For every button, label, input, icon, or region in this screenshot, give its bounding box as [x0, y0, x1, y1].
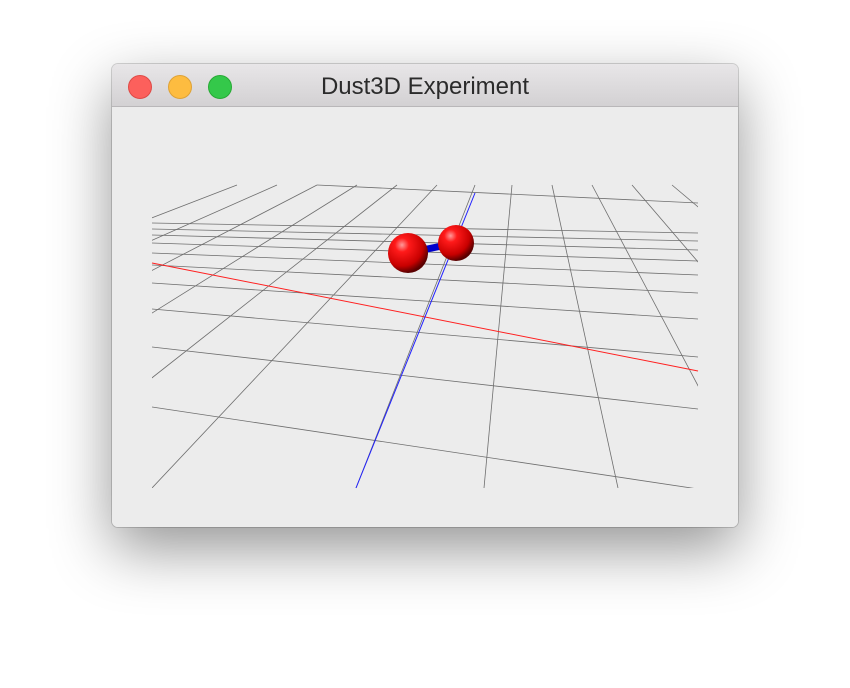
- node-sphere[interactable]: [438, 225, 474, 261]
- grid-line: [152, 184, 398, 379]
- grid-line: [483, 184, 513, 488]
- grid-line: [152, 184, 318, 271]
- grid-line: [591, 184, 698, 387]
- minimize-button[interactable]: [168, 75, 192, 99]
- grid-line: [671, 184, 698, 208]
- grid-line: [152, 252, 698, 276]
- grid-line: [152, 346, 698, 410]
- grid-line: [316, 184, 698, 204]
- 3d-viewport[interactable]: [112, 107, 738, 527]
- ground-grid: [152, 184, 738, 527]
- app-window: Dust3D Experiment: [112, 64, 738, 527]
- grid-line: [152, 264, 698, 294]
- title-bar[interactable]: Dust3D Experiment: [112, 64, 738, 107]
- grid-line: [152, 497, 698, 527]
- grid-line: [152, 282, 698, 320]
- grid-line: [152, 228, 698, 242]
- grid-line: [631, 184, 698, 263]
- zoom-button[interactable]: [208, 75, 232, 99]
- grid-line: [152, 184, 438, 488]
- grid-line: [551, 184, 619, 488]
- close-button[interactable]: [128, 75, 152, 99]
- grid-line: [152, 222, 698, 234]
- window-title: Dust3D Experiment: [320, 73, 530, 100]
- grid-line: [152, 406, 695, 488]
- grid-line: [152, 308, 698, 358]
- grid-line: [152, 184, 358, 314]
- node-sphere[interactable]: [388, 233, 428, 273]
- grid-line: [712, 185, 738, 488]
- scene-canvas[interactable]: [112, 107, 738, 527]
